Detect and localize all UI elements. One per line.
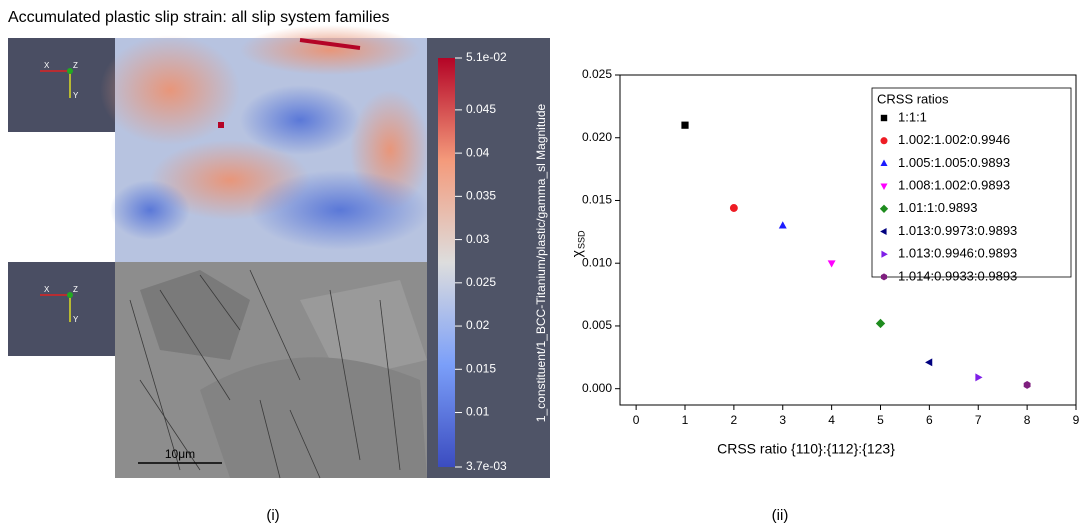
x-tick-label: 4: [828, 413, 835, 427]
glyph-label: Y: [73, 91, 79, 100]
legend-label: 1.013:0.9973:0.9893: [898, 223, 1017, 238]
glyph-label: X: [44, 61, 50, 70]
data-point: [778, 221, 787, 229]
scale-bar-label: 10μm: [165, 447, 195, 461]
colorbar-tick-label: 0.025: [466, 275, 496, 289]
colorbar-tick-label: 0.03: [466, 232, 490, 246]
legend-marker: [879, 204, 889, 213]
legend-marker: [880, 159, 888, 166]
plot-frame: [619, 74, 1077, 406]
y-tick-label: 0.000: [582, 381, 612, 395]
colorbar-tick-label: 5.1e-02: [466, 50, 507, 64]
y-tick-label: 0.015: [582, 193, 612, 207]
y-tick-label: 0.010: [582, 255, 612, 269]
figure-title: Accumulated plastic slip strain: all sli…: [8, 9, 389, 26]
data-point: [925, 358, 933, 367]
glyph-label: Z: [73, 61, 78, 70]
data-point: [975, 373, 983, 382]
y-axis-label-sub: SSD: [576, 230, 586, 249]
colorbar-tick-label: 0.02: [466, 318, 490, 332]
x-tick-label: 7: [975, 413, 982, 427]
x-tick-label: 8: [1024, 413, 1031, 427]
x-tick-label: 0: [633, 413, 640, 427]
legend: [871, 87, 1072, 278]
colorbar: [438, 58, 455, 467]
data-point: [729, 204, 738, 212]
axes-glyph: [40, 68, 73, 322]
sem-image: [115, 262, 427, 479]
colorbar-tick-label: 0.035: [466, 189, 496, 203]
y-tick-label: 0.020: [582, 130, 612, 144]
legend-marker: [880, 137, 888, 145]
legend-label: 1:1:1: [898, 109, 927, 124]
glyph-label: Y: [73, 315, 79, 324]
x-tick-label: 9: [1073, 413, 1080, 427]
data-point: [875, 318, 886, 329]
colorbar-tick-label: 0.01: [466, 405, 490, 419]
y-tick-label: 0.025: [582, 67, 612, 81]
x-tick-label: 2: [731, 413, 738, 427]
data-point: [681, 121, 689, 129]
axes-glyph-box: [8, 262, 115, 356]
legend-marker: [880, 273, 888, 281]
colorbar-title: 1_constituent/1_BCC-Titanium/plastic/gam…: [534, 103, 548, 422]
legend-label: 1.01:1:0.9893: [898, 200, 978, 215]
legend-marker: [881, 250, 888, 258]
panel-label: (ii): [772, 507, 789, 524]
legend-marker: [880, 183, 888, 190]
legend-label: 1.013:0.9946:0.9893: [898, 246, 1017, 261]
colorbar-tick-label: 3.7e-03: [466, 459, 507, 473]
legend-label: 1.002:1.002:0.9946: [898, 132, 1010, 147]
colorbar-tick-label: 0.04: [466, 145, 490, 159]
y-axis-label: χ SSD: [569, 230, 587, 257]
legend-marker: [880, 114, 888, 122]
y-tick-label: 0.005: [582, 318, 612, 332]
panel-label: (i): [266, 507, 279, 524]
x-tick-label: 3: [779, 413, 786, 427]
legend-label: 1.014:0.9933:0.9893: [898, 268, 1017, 283]
data-point: [827, 260, 836, 268]
legend-title: CRSS ratios: [877, 91, 949, 106]
colorbar-tick-label: 0.045: [466, 102, 496, 116]
x-tick-label: 5: [877, 413, 884, 427]
x-tick-label: 1: [682, 413, 689, 427]
legend-label: 1.005:1.005:0.9893: [898, 155, 1010, 170]
y-axis-label-main: χ: [569, 249, 585, 257]
x-tick-label: 6: [926, 413, 933, 427]
data-point: [1023, 380, 1031, 389]
legend-marker: [880, 227, 887, 236]
legend-label: 1.008:1.002:0.9893: [898, 178, 1010, 193]
x-axis-label: CRSS ratio {110}:{112}:{123}: [717, 441, 895, 457]
axes-glyph-box: [8, 38, 115, 132]
glyph-label: X: [44, 285, 50, 294]
glyph-label: Z: [73, 285, 78, 294]
colorbar-tick-label: 0.015: [466, 361, 496, 375]
strain-map: [100, 25, 430, 262]
